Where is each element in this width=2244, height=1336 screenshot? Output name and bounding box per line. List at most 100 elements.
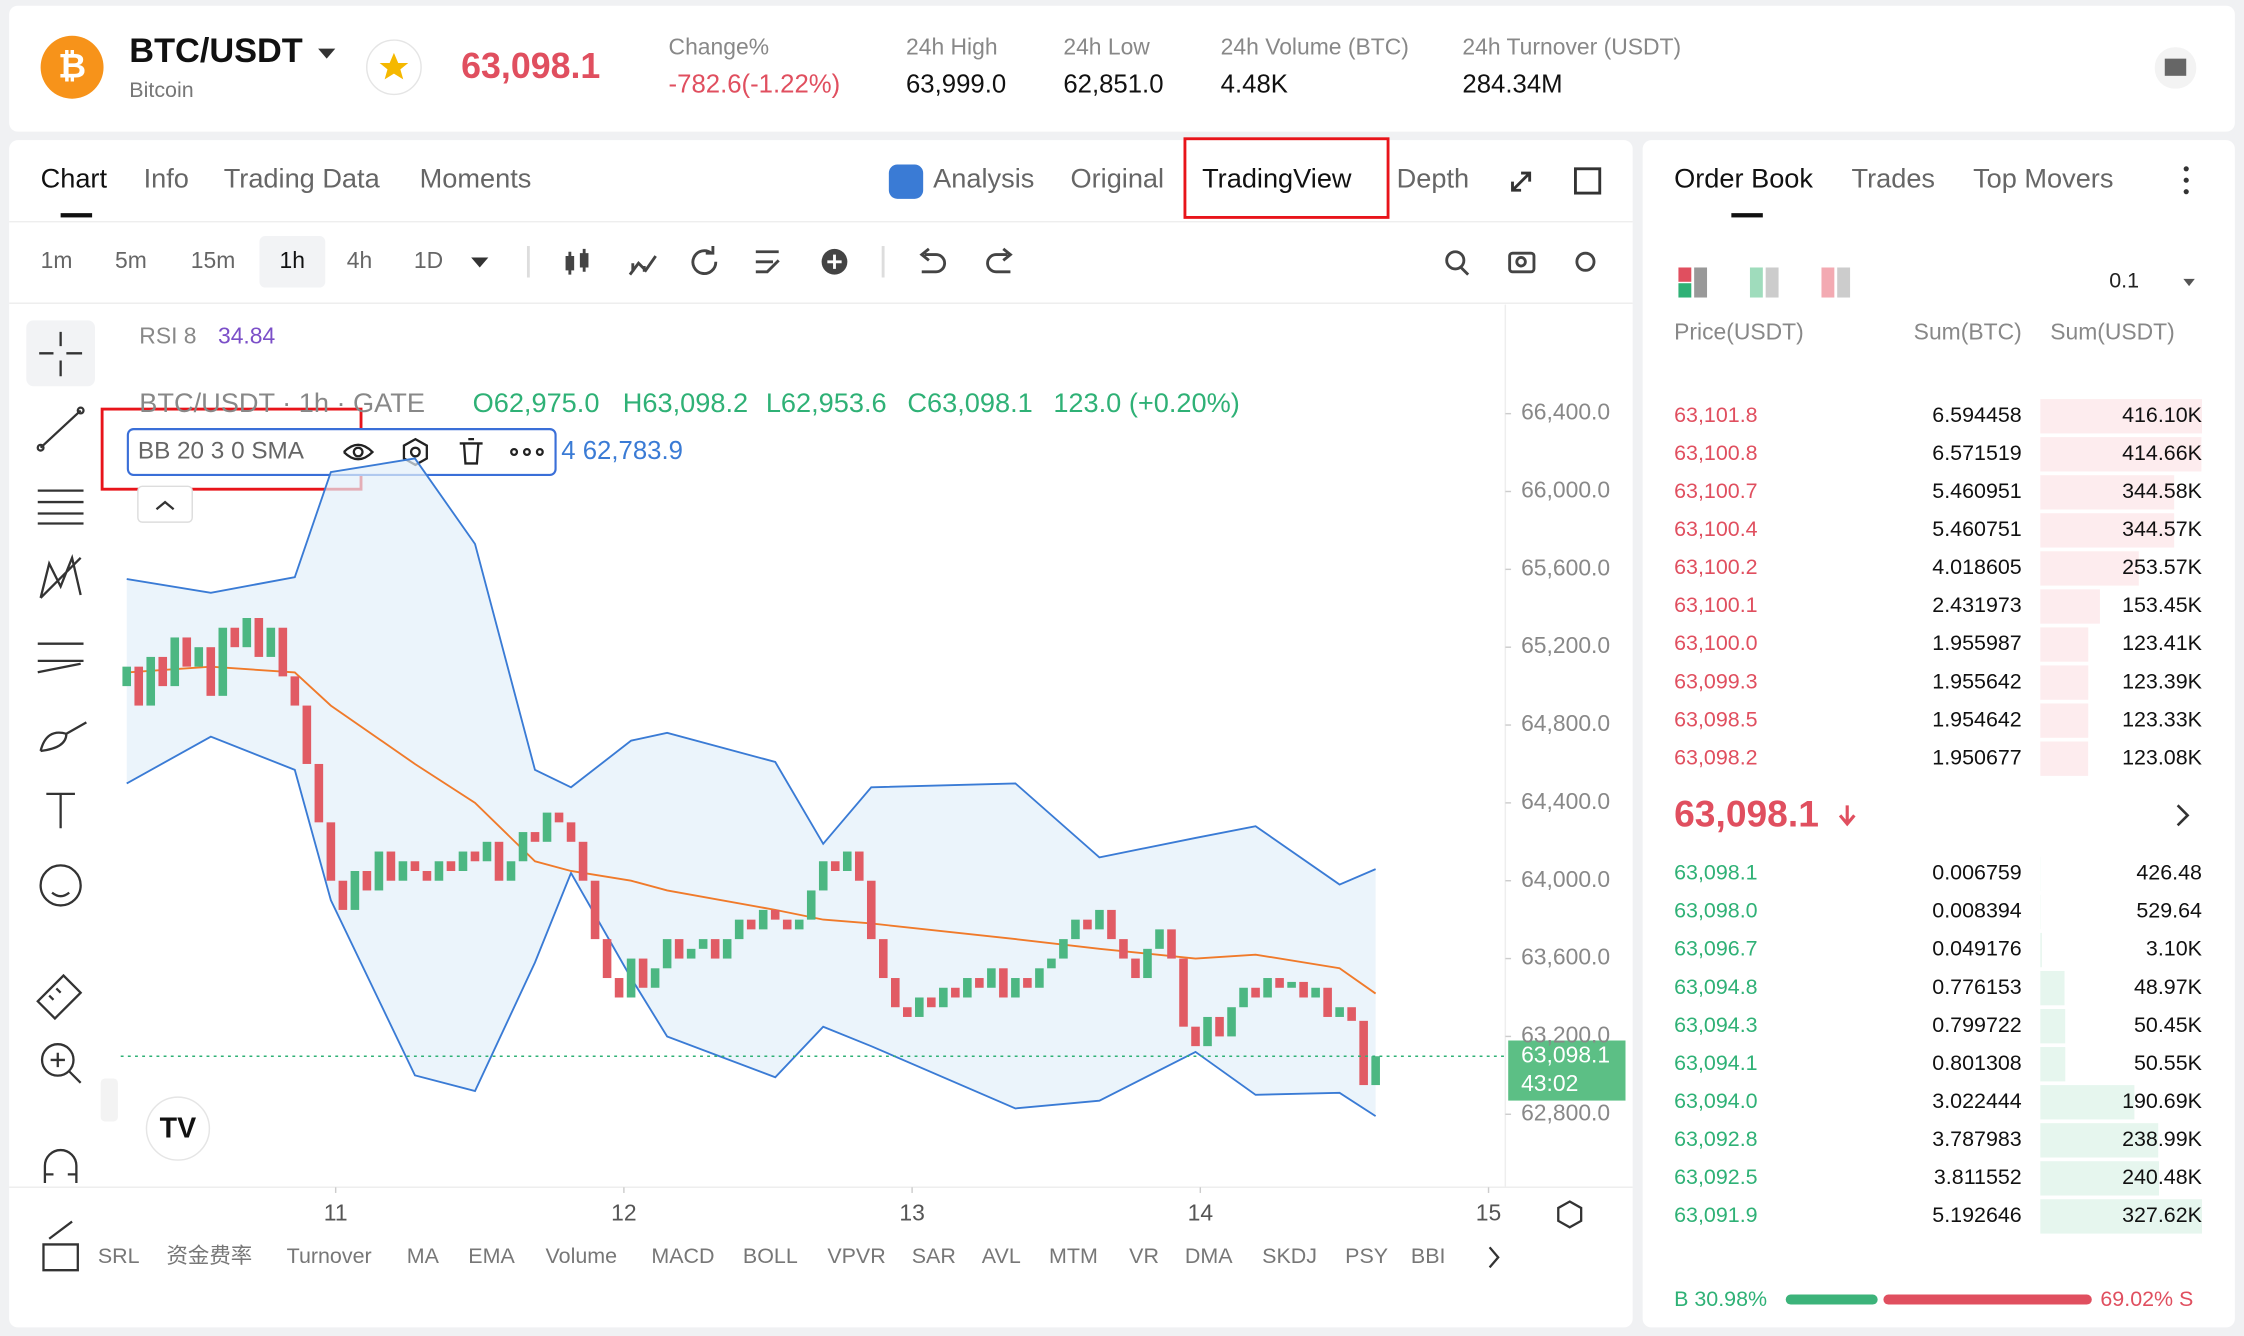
y-tick-label: 62,800.0 xyxy=(1521,1099,1610,1125)
indicator-tab[interactable]: SKDJ xyxy=(1262,1244,1317,1268)
candle xyxy=(1323,987,1332,1017)
depth-bar xyxy=(2040,703,2089,738)
indicator-tab[interactable]: SRL xyxy=(98,1244,140,1268)
interval[interactable]: 5m xyxy=(115,247,147,273)
candle xyxy=(158,656,168,687)
candle xyxy=(194,647,204,667)
indicator-tab[interactable]: MA xyxy=(407,1244,440,1268)
indicator-tab[interactable]: Volume xyxy=(546,1244,618,1268)
interval[interactable]: 1D xyxy=(414,247,443,273)
book-sum-btc: 6.594458 xyxy=(1932,403,2021,427)
symbol-dropdown[interactable] xyxy=(318,48,336,59)
interval[interactable]: 4h xyxy=(347,247,372,273)
view-tab[interactable]: Depth xyxy=(1397,162,1469,193)
chart-tab[interactable]: Info xyxy=(144,162,189,193)
candle xyxy=(1371,1056,1380,1086)
rsi-label: RSI 8 xyxy=(139,323,196,349)
indicator-tab[interactable]: BBI xyxy=(1411,1244,1446,1268)
indicator-tab[interactable]: AVL xyxy=(982,1244,1021,1268)
candle xyxy=(1131,958,1140,979)
collapse-button[interactable] xyxy=(137,485,193,523)
interval[interactable]: 15m xyxy=(191,247,236,273)
candle xyxy=(266,627,276,657)
book-sum-btc: 6.571519 xyxy=(1932,441,2021,465)
stat-label: Change% xyxy=(669,34,769,60)
tool-selected xyxy=(26,320,95,387)
mid-chevron[interactable] xyxy=(2176,804,2190,827)
buy-ratio: B 30.98% xyxy=(1674,1287,1767,1311)
interval[interactable]: 1h xyxy=(279,247,304,273)
indicator-tab[interactable]: VR xyxy=(1129,1244,1159,1268)
interval-dropdown[interactable] xyxy=(471,257,489,268)
more-dot xyxy=(2183,166,2189,172)
candle xyxy=(410,861,420,871)
book-tab[interactable]: Order Book xyxy=(1674,162,1813,193)
precision[interactable]: 0.1 xyxy=(2109,268,2139,292)
book-tab[interactable]: Trades xyxy=(1852,162,1936,193)
indicator-tab[interactable]: EMA xyxy=(468,1244,515,1268)
candle xyxy=(1107,909,1116,940)
stat-value: 63,999.0 xyxy=(906,71,1006,99)
chart-tab[interactable]: Trading Data xyxy=(224,162,381,193)
book-price: 63,100.8 xyxy=(1674,441,1757,465)
candle xyxy=(999,968,1008,998)
view-tab[interactable]: TradingView xyxy=(1202,162,1352,193)
candle xyxy=(1239,987,1248,1008)
chart-tab[interactable]: Chart xyxy=(41,162,108,193)
ai-icon xyxy=(888,164,924,199)
view-tab[interactable]: Analysis xyxy=(933,162,1034,193)
stat-value: -782.6(-1.22%) xyxy=(669,71,841,99)
candle xyxy=(975,978,984,988)
candle xyxy=(590,880,600,940)
indicator-tab[interactable]: 资金费率 xyxy=(166,1244,252,1268)
indicator-tab[interactable]: PSY xyxy=(1345,1244,1388,1268)
indicator-tab[interactable]: MTM xyxy=(1049,1244,1098,1268)
precision-dropdown[interactable] xyxy=(2183,278,2195,287)
candle xyxy=(1119,939,1128,959)
indicator-tab[interactable]: VPVR xyxy=(827,1244,885,1268)
indicator-tab[interactable]: BOLL xyxy=(743,1244,798,1268)
indicator-tab[interactable]: SAR xyxy=(912,1244,956,1268)
book-sum-btc: 1.955642 xyxy=(1932,669,2021,693)
depth-bar xyxy=(2040,932,2042,968)
depth-bar xyxy=(2040,551,2139,586)
tv-logo-text: TV xyxy=(160,1113,197,1145)
candle xyxy=(1071,919,1080,940)
depth-bar xyxy=(2040,741,2089,776)
depth-bar xyxy=(2040,970,2065,1006)
scroll-right[interactable] xyxy=(1488,1246,1500,1269)
book-sum-btc: 1.954642 xyxy=(1932,707,2021,731)
indicator-tab[interactable]: DMA xyxy=(1185,1244,1233,1268)
sell-bar xyxy=(1883,1294,2092,1305)
side-collapse[interactable] xyxy=(100,1078,118,1122)
candle xyxy=(470,851,480,862)
settings-icon[interactable] xyxy=(1557,1200,1583,1229)
indicator-tab[interactable]: MACD xyxy=(651,1244,714,1268)
y-tick-label: 65,200.0 xyxy=(1521,632,1610,658)
tv-logo xyxy=(145,1096,211,1161)
book-tab[interactable]: Top Movers xyxy=(1973,162,2113,193)
candle xyxy=(518,832,528,862)
drawing-tools xyxy=(36,331,87,1272)
indicator-value: 4 62,783.9 xyxy=(561,437,683,465)
book-sum-btc: 3.811552 xyxy=(1934,1165,2022,1189)
expand-icon[interactable] xyxy=(1511,171,1532,192)
book-sum-usdt: 3.10K xyxy=(2146,937,2203,961)
candle xyxy=(350,870,360,910)
indicator-tab[interactable]: Turnover xyxy=(287,1244,372,1268)
candle xyxy=(554,812,564,823)
chart-tab[interactable]: Moments xyxy=(420,162,532,193)
candle xyxy=(987,968,996,988)
interval[interactable]: 1m xyxy=(41,247,73,273)
book-price: 63,092.5 xyxy=(1674,1165,1758,1189)
stat-value: 62,851.0 xyxy=(1063,71,1163,99)
last-price-label: 63,098.1 xyxy=(1521,1041,1610,1067)
book-price: 63,100.1 xyxy=(1674,593,1757,617)
sell-ratio: 69.02% S xyxy=(2100,1287,2193,1311)
candle xyxy=(566,822,576,842)
view-tab[interactable]: Original xyxy=(1071,162,1165,193)
book-price: 63,100.7 xyxy=(1674,479,1757,503)
window-icon[interactable] xyxy=(1574,167,1602,195)
depth-bar xyxy=(2040,1199,2202,1234)
